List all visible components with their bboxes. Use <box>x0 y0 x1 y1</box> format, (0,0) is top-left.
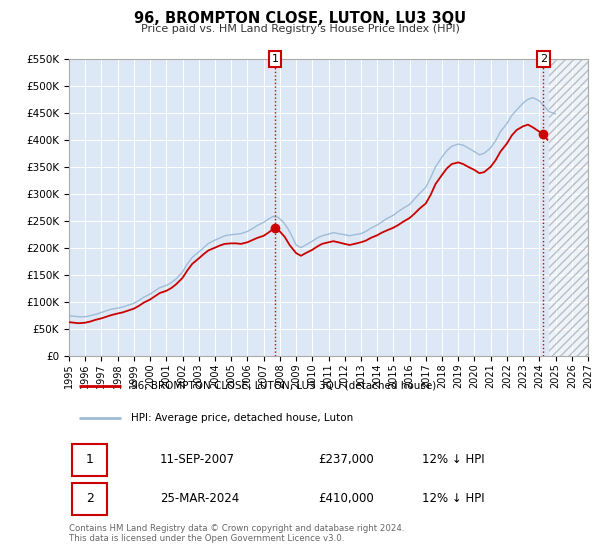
Text: 1: 1 <box>271 54 278 64</box>
Text: 2: 2 <box>540 54 547 64</box>
Text: HPI: Average price, detached house, Luton: HPI: Average price, detached house, Luto… <box>131 413 353 423</box>
Text: 12% ↓ HPI: 12% ↓ HPI <box>422 453 485 466</box>
Text: 1: 1 <box>86 453 94 466</box>
Text: 2: 2 <box>86 492 94 506</box>
Text: 96, BROMPTON CLOSE, LUTON, LU3 3QU: 96, BROMPTON CLOSE, LUTON, LU3 3QU <box>134 11 466 26</box>
Bar <box>549 59 588 356</box>
FancyBboxPatch shape <box>71 483 107 515</box>
Text: Contains HM Land Registry data © Crown copyright and database right 2024.
This d: Contains HM Land Registry data © Crown c… <box>69 524 404 543</box>
Text: Price paid vs. HM Land Registry's House Price Index (HPI): Price paid vs. HM Land Registry's House … <box>140 24 460 34</box>
Text: 25-MAR-2024: 25-MAR-2024 <box>160 492 239 506</box>
Text: £237,000: £237,000 <box>318 453 374 466</box>
Bar <box>549 59 588 356</box>
Text: £410,000: £410,000 <box>318 492 374 506</box>
FancyBboxPatch shape <box>71 444 107 476</box>
Text: 11-SEP-2007: 11-SEP-2007 <box>160 453 235 466</box>
Text: 96, BROMPTON CLOSE, LUTON, LU3 3QU (detached house): 96, BROMPTON CLOSE, LUTON, LU3 3QU (deta… <box>131 381 437 391</box>
Text: 12% ↓ HPI: 12% ↓ HPI <box>422 492 485 506</box>
